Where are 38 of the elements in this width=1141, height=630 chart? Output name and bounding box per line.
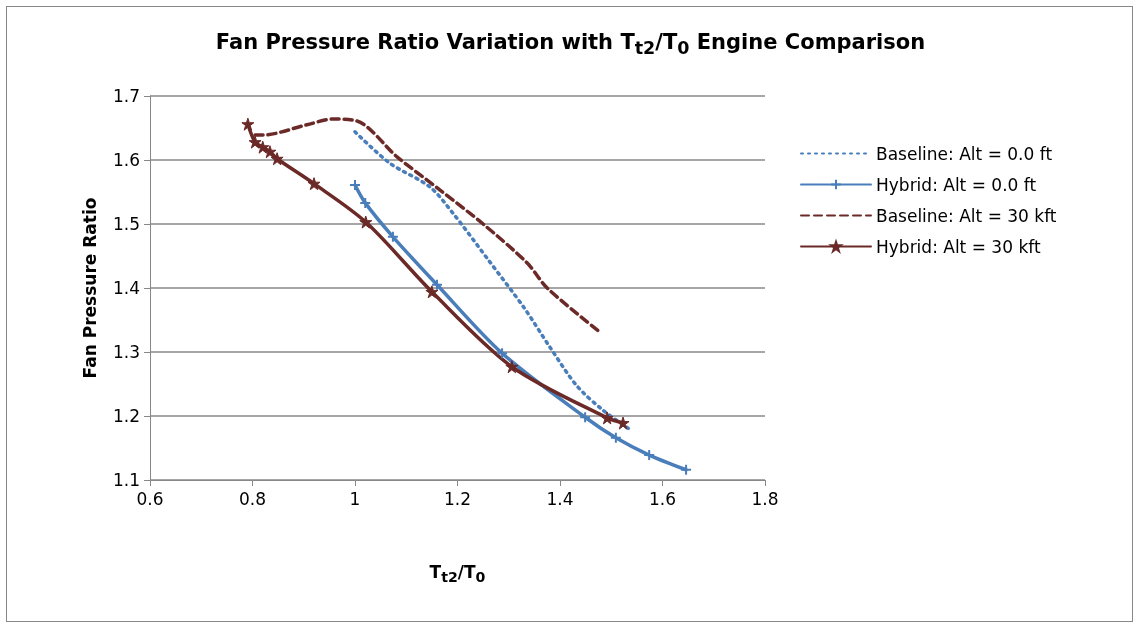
point bbox=[256, 140, 270, 154]
x-axis-title: T$_{t2}$/T$_{0}$ bbox=[428, 562, 487, 586]
y-tick-label: 1.4 bbox=[112, 278, 140, 298]
point bbox=[248, 135, 262, 149]
point bbox=[680, 463, 693, 476]
point bbox=[616, 416, 630, 430]
point bbox=[579, 411, 592, 424]
point bbox=[600, 411, 614, 425]
x-tick-label: 1.6 bbox=[648, 488, 677, 509]
point bbox=[609, 431, 622, 444]
y-axis-title: Fan Pressure Ratio bbox=[79, 197, 100, 379]
point bbox=[241, 117, 255, 131]
point bbox=[263, 145, 277, 159]
x-tick-label: 1.2 bbox=[443, 488, 472, 509]
y-tick-label: 1.6 bbox=[112, 150, 140, 170]
point bbox=[359, 215, 373, 229]
point bbox=[386, 230, 399, 243]
point bbox=[307, 177, 321, 191]
point bbox=[496, 347, 509, 360]
point bbox=[270, 152, 284, 166]
point bbox=[425, 285, 439, 299]
y-tick-label: 1.3 bbox=[112, 342, 140, 362]
y-tick-label: 1.7 bbox=[112, 86, 140, 106]
x-tick-label: 0.6 bbox=[136, 488, 164, 509]
x-tick-label: 1 bbox=[349, 488, 361, 509]
legend-label: Baseline: Alt = 30 kft bbox=[876, 205, 1057, 226]
point bbox=[505, 360, 519, 374]
y-tick-label: 1.2 bbox=[112, 406, 140, 426]
y-tick-label: 1.5 bbox=[112, 214, 140, 234]
chart-title: Fan Pressure Ratio Variation with T$_{t2}$/T$_{0}$ Engine Comparison bbox=[214, 30, 927, 59]
y-tick-label: 1.1 bbox=[112, 470, 140, 490]
legend-label: Baseline: Alt = 0.0 ft bbox=[876, 143, 1053, 164]
x-tick-label: 0.8 bbox=[238, 488, 267, 509]
legend-label: Hybrid: Alt = 30 kft bbox=[876, 236, 1041, 257]
legend-label: Hybrid: Alt = 0.0 ft bbox=[876, 174, 1037, 195]
x-tick-label: 1.4 bbox=[546, 488, 574, 509]
x-tick-label: 1.8 bbox=[751, 488, 779, 509]
point bbox=[431, 278, 443, 291]
